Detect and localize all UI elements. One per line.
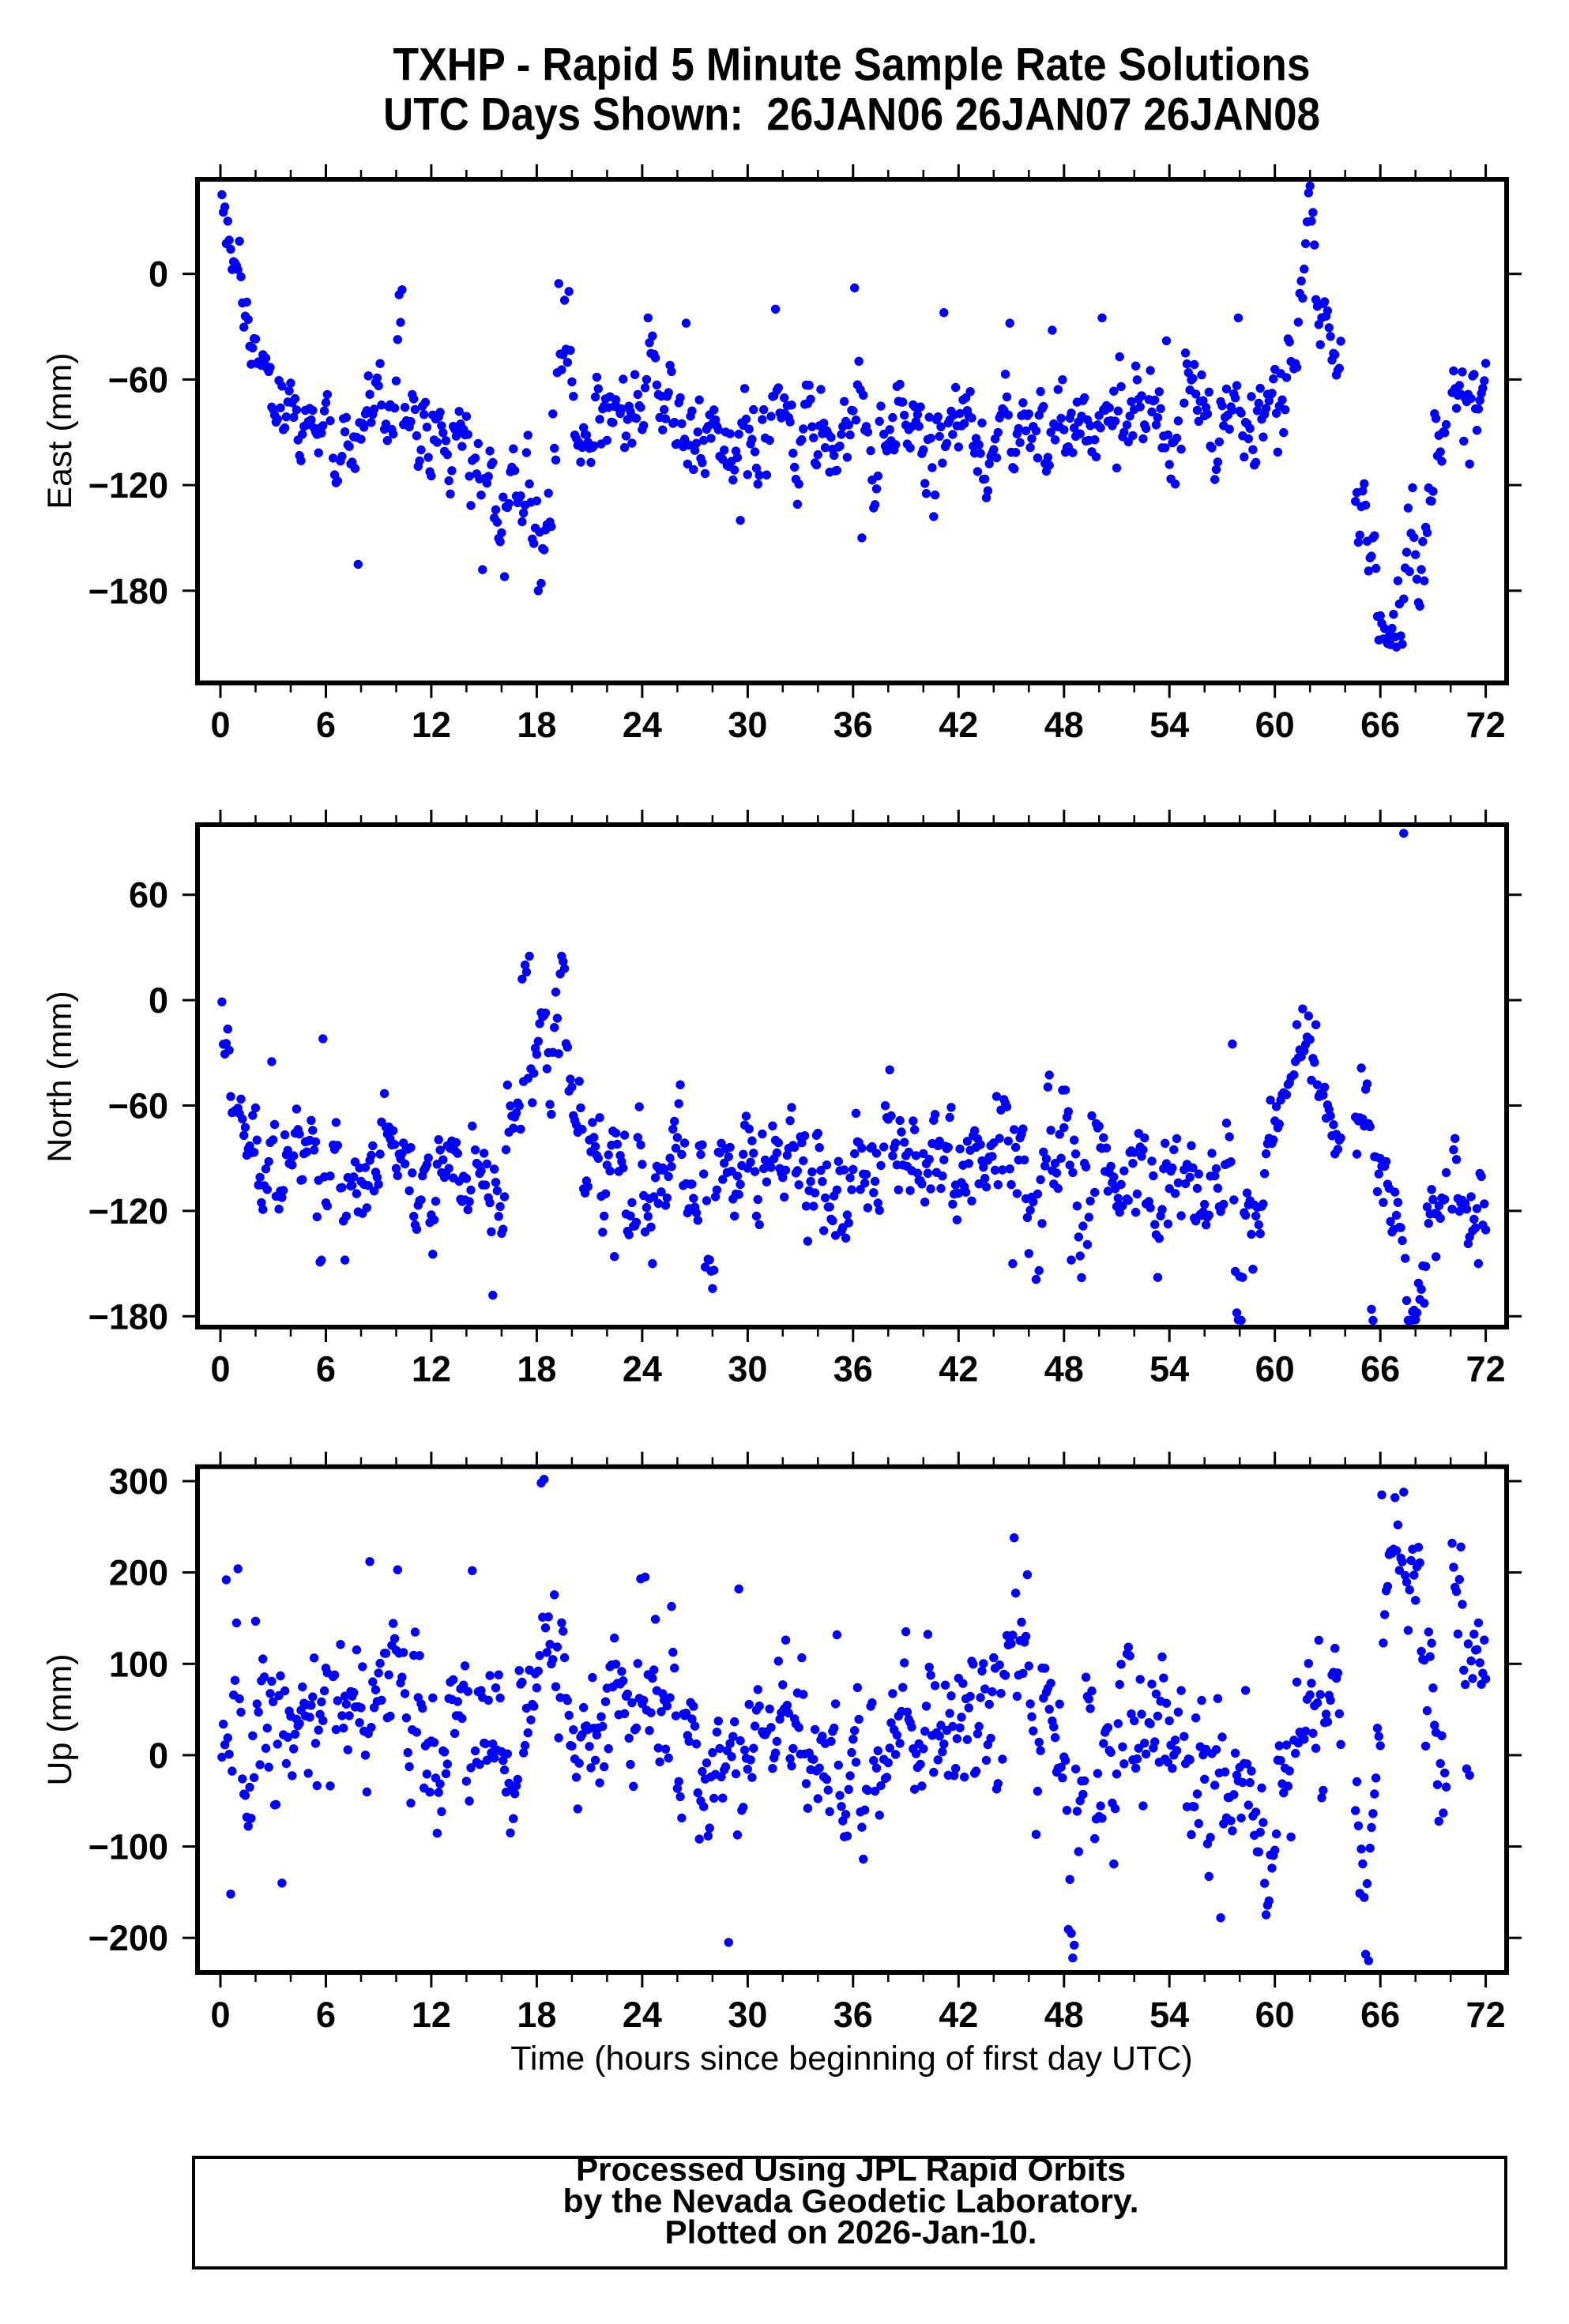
svg-text:72: 72 xyxy=(1466,705,1506,745)
svg-text:66: 66 xyxy=(1360,1349,1400,1390)
svg-text:0: 0 xyxy=(210,705,230,745)
svg-text:18: 18 xyxy=(517,705,556,745)
svg-text:30: 30 xyxy=(728,705,767,745)
svg-text:66: 66 xyxy=(1360,705,1400,745)
svg-text:36: 36 xyxy=(833,1349,873,1390)
svg-text:42: 42 xyxy=(939,705,978,745)
svg-text:−60: −60 xyxy=(108,359,168,400)
svg-text:54: 54 xyxy=(1149,1995,1189,2035)
svg-text:24: 24 xyxy=(623,705,662,745)
svg-text:−180: −180 xyxy=(88,571,168,611)
svg-text:72: 72 xyxy=(1466,1349,1506,1390)
svg-text:42: 42 xyxy=(939,1995,978,2035)
svg-text:0: 0 xyxy=(210,1349,230,1390)
svg-text:−200: −200 xyxy=(88,1918,168,1958)
svg-text:30: 30 xyxy=(728,1349,767,1390)
svg-text:24: 24 xyxy=(623,1349,662,1390)
svg-text:−120: −120 xyxy=(88,465,168,506)
svg-text:60: 60 xyxy=(1255,1349,1295,1390)
svg-text:18: 18 xyxy=(517,1995,556,2035)
svg-text:66: 66 xyxy=(1360,1995,1400,2035)
svg-text:6: 6 xyxy=(316,705,336,745)
svg-text:East (mm): East (mm) xyxy=(41,352,79,509)
svg-text:60: 60 xyxy=(1255,705,1295,745)
svg-text:−180: −180 xyxy=(88,1296,168,1337)
svg-text:54: 54 xyxy=(1149,1349,1189,1390)
svg-text:North (mm): North (mm) xyxy=(41,991,79,1162)
svg-text:60: 60 xyxy=(1255,1995,1295,2035)
svg-text:12: 12 xyxy=(412,1349,451,1390)
svg-text:0: 0 xyxy=(149,254,168,295)
svg-text:60: 60 xyxy=(129,875,168,916)
svg-text:72: 72 xyxy=(1466,1995,1506,2035)
svg-text:6: 6 xyxy=(316,1349,336,1390)
svg-text:36: 36 xyxy=(833,1995,873,2035)
svg-text:Plotted on 2026-Jan-10.: Plotted on 2026-Jan-10. xyxy=(665,2213,1037,2251)
svg-text:0: 0 xyxy=(149,1735,168,1776)
svg-text:0: 0 xyxy=(210,1995,230,2035)
svg-text:−60: −60 xyxy=(108,1086,168,1126)
svg-text:12: 12 xyxy=(412,705,451,745)
svg-text:300: 300 xyxy=(109,1461,168,1502)
svg-text:48: 48 xyxy=(1044,1995,1084,2035)
svg-text:−120: −120 xyxy=(88,1191,168,1232)
svg-text:42: 42 xyxy=(939,1349,978,1390)
svg-text:Time (hours since beginning of: Time (hours since beginning of first day… xyxy=(510,2040,1193,2078)
svg-text:36: 36 xyxy=(833,705,873,745)
svg-text:18: 18 xyxy=(517,1349,556,1390)
svg-text:Up (mm): Up (mm) xyxy=(41,1653,79,1785)
svg-text:by the Nevada Geodetic Laborat: by the Nevada Geodetic Laboratory. xyxy=(563,2183,1139,2220)
svg-text:48: 48 xyxy=(1044,705,1084,745)
svg-text:30: 30 xyxy=(728,1995,767,2035)
svg-text:6: 6 xyxy=(316,1995,336,2035)
svg-text:Processed Using JPL Rapid Orbi: Processed Using JPL Rapid Orbits xyxy=(576,2150,1126,2187)
svg-text:−100: −100 xyxy=(88,1827,168,1867)
svg-text:0: 0 xyxy=(149,980,168,1021)
svg-text:48: 48 xyxy=(1044,1349,1084,1390)
svg-text:54: 54 xyxy=(1149,705,1189,745)
svg-text:24: 24 xyxy=(623,1995,662,2035)
svg-text:UTC Days Shown: 26JAN06 26JAN: UTC Days Shown: 26JAN06 26JAN07 26JAN08 xyxy=(383,89,1320,141)
svg-text:12: 12 xyxy=(412,1995,451,2035)
svg-text:200: 200 xyxy=(109,1553,168,1593)
svg-text:100: 100 xyxy=(109,1644,168,1684)
svg-text:TXHP - Rapid 5 Minute Sample R: TXHP - Rapid 5 Minute Sample Rate Soluti… xyxy=(393,39,1311,91)
